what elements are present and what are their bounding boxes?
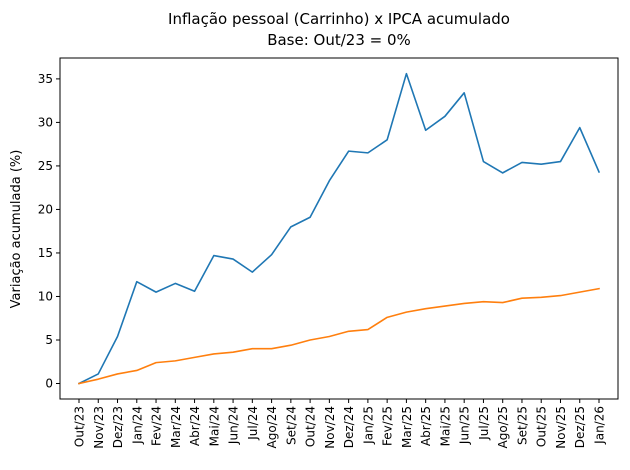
x-tick-label: Out/23 [73,406,87,447]
plot-area-frame [59,57,619,400]
x-tick-label: Fev/25 [381,406,395,446]
y-axis-ticks: 0 5 10 15 20 25 30 35 [38,72,60,391]
x-tick-label: Abr/24 [188,406,202,446]
x-tick-label: Nov/25 [554,406,568,449]
series-line-ipca [78,287,600,385]
x-tick-label: Mai/25 [438,406,452,446]
y-tick-label: 25 [38,159,53,173]
x-tick-label: Mar/25 [400,406,414,448]
x-tick-label: Out/24 [304,406,318,447]
x-tick-label: Jul/25 [477,406,491,441]
series-line-carrinho [77,72,601,385]
series-layer [77,72,601,385]
x-tick-label: Dez/23 [111,406,125,448]
x-tick-label: Set/24 [284,406,298,445]
x-tick-label: Fev/24 [150,406,164,446]
x-tick-label: Out/25 [535,406,549,447]
x-tick-label: Jun/24 [227,406,241,445]
y-tick-label: 20 [38,202,53,216]
x-tick-label: Set/25 [515,406,529,445]
y-tick-label: 10 [38,289,53,303]
y-tick-label: 5 [45,333,53,347]
x-tick-label: Dez/25 [573,406,587,448]
x-tick-label: Mai/24 [207,406,221,446]
y-axis-label: Variação acumulada (%) [9,150,24,309]
x-tick-label: Jan/25 [361,406,375,445]
x-tick-label: Jun/25 [458,406,472,445]
x-tick-label: Jul/24 [246,406,260,441]
x-tick-label: Jan/26 [593,406,607,445]
chart-title-line-1: Inflação pessoal (Carrinho) x IPCA acumu… [168,10,510,28]
y-tick-label: 30 [38,115,53,129]
chart-title-line-2: Base: Out/23 = 0% [267,31,411,49]
x-tick-label: Jan/24 [130,406,144,445]
x-tick-label: Ago/25 [496,406,510,448]
x-tick-label: Nov/23 [92,406,106,449]
x-tick-label: Ago/24 [265,406,279,448]
y-tick-label: 15 [38,246,53,260]
y-tick-label: 35 [38,72,53,86]
y-tick-label: 0 [45,377,53,391]
x-tick-label: Mar/24 [169,406,183,448]
x-tick-label: Abr/25 [419,406,433,446]
x-tick-label: Dez/24 [342,406,356,448]
x-axis-ticks: Out/23 Nov/23 Dez/23 Jan/24 Fev/24 Mar/24 Abr/… [73,399,607,449]
x-tick-label: Nov/24 [323,406,337,449]
